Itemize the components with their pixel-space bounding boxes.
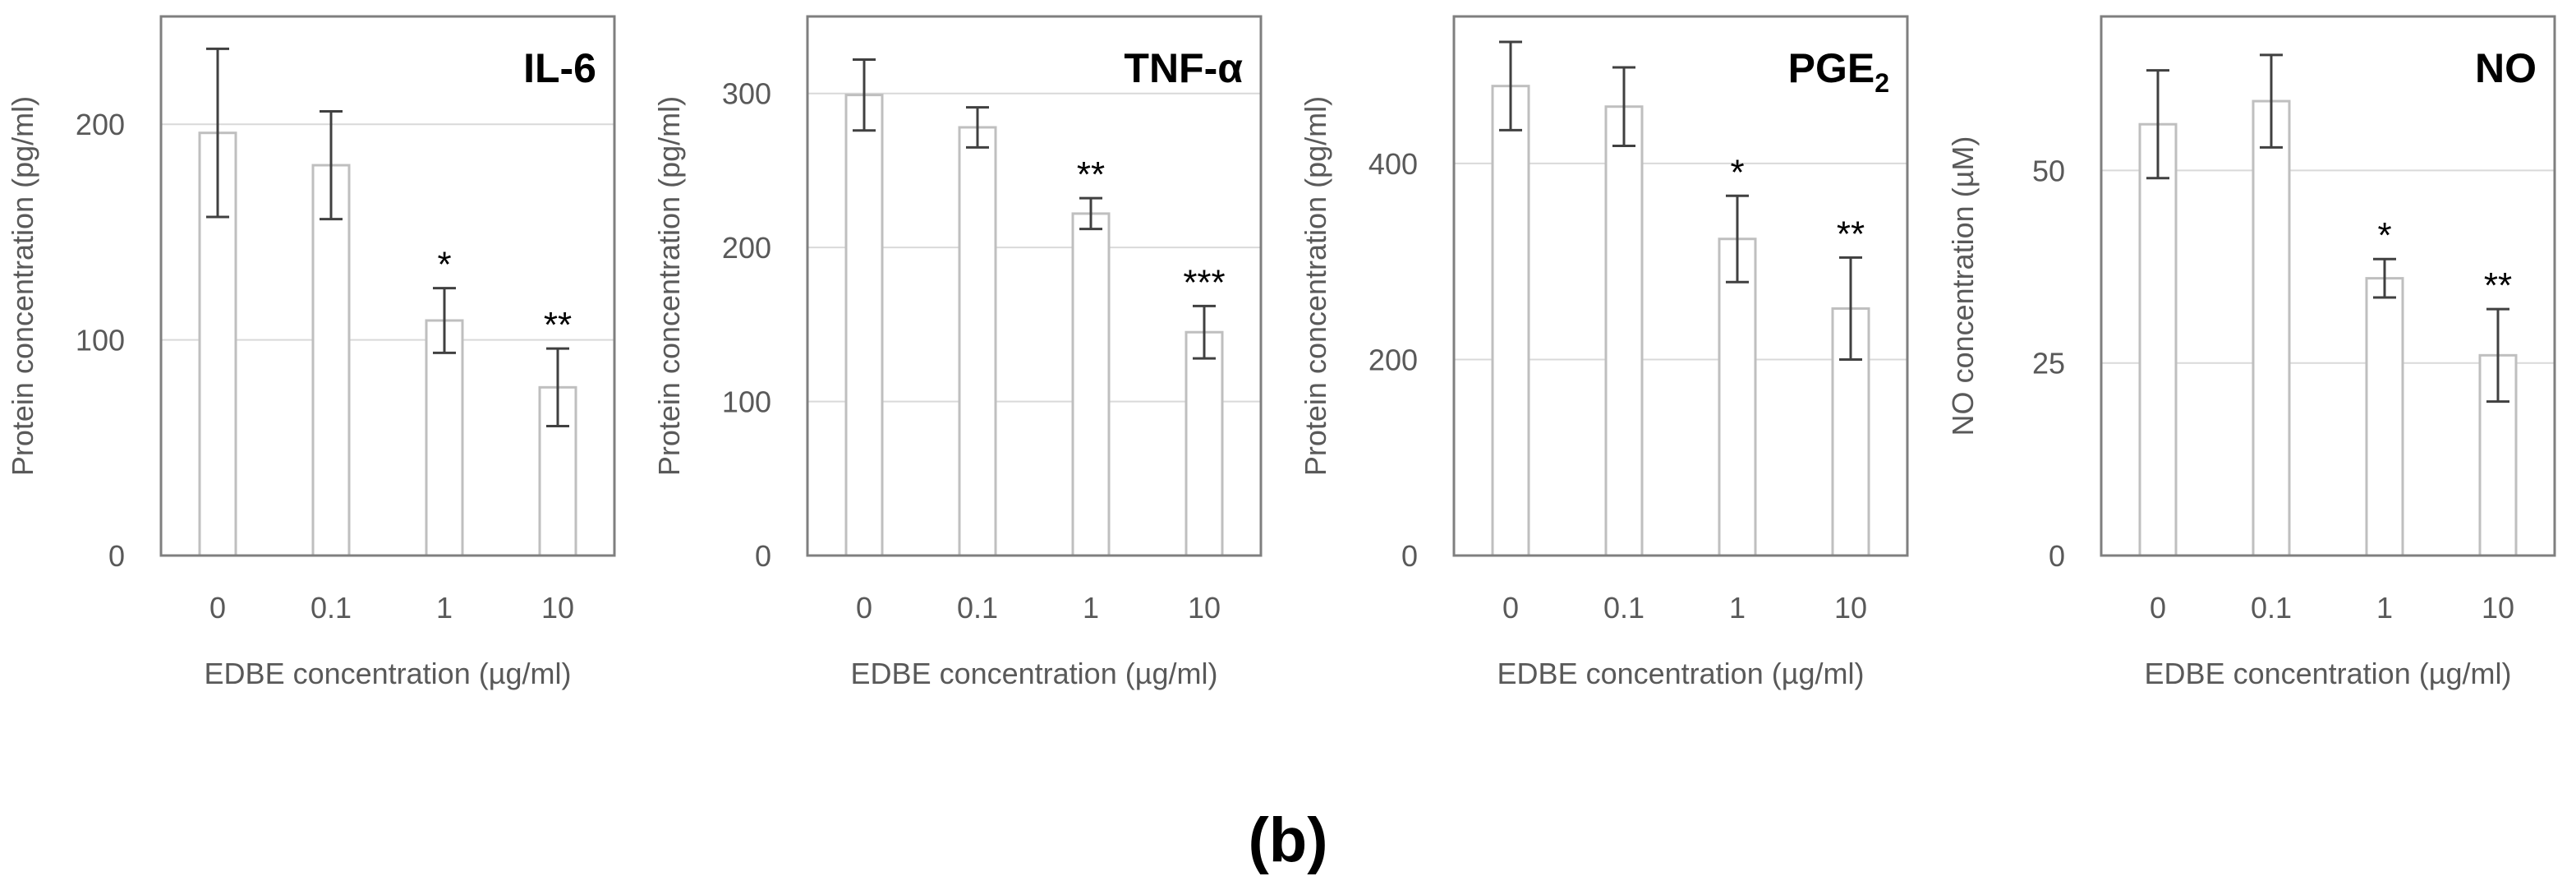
bar (425, 319, 464, 557)
x-axis-label: EDBE concentration (µg/ml) (205, 657, 572, 690)
plot-frame (159, 15, 616, 557)
y-axis-label: NO concentration (µM) (1946, 136, 1980, 436)
chart-panel-1: 0 100 200 0 0.1 * 1 ** 10 IL-6 EDBE concentration … (6, 15, 616, 690)
y-tick-label: 50 (2032, 154, 2065, 187)
figure-caption: (b) (1248, 805, 1328, 875)
bar (311, 164, 351, 557)
x-tick-label: 1 (436, 591, 453, 625)
y-axis-label: Protein concentration (pg/ml) (6, 96, 39, 476)
bar (1604, 105, 1644, 557)
significance-marker: ** (544, 305, 572, 345)
bar (958, 126, 997, 557)
bar (1071, 212, 1111, 557)
x-tick-label: 1 (1083, 591, 1099, 625)
x-tick-label: 0 (2150, 591, 2166, 625)
panel-title: TNF-α (1124, 45, 1243, 91)
bar (1718, 237, 1757, 557)
bar (1491, 85, 1530, 557)
significance-marker: ** (2484, 265, 2512, 306)
x-tick-label: 0 (209, 591, 226, 625)
x-axis-label: EDBE concentration (µg/ml) (851, 657, 1218, 690)
x-tick-label: 0 (1502, 591, 1519, 625)
chart-panel-4: 0 25 50 0 0.1 * 1 ** 10 NO EDBE concentration (µg/… (1946, 15, 2556, 690)
x-tick-label: 0.1 (310, 591, 352, 625)
x-tick-label: 0.1 (1603, 591, 1644, 625)
panel-title: PGE2 (1788, 45, 1889, 98)
panel-title: NO (2475, 45, 2537, 91)
plot-frame (806, 15, 1263, 557)
y-tick-label: 0 (1401, 539, 1418, 573)
y-axis-label: Protein concentration (pg/ml) (1299, 96, 1332, 476)
x-tick-label: 10 (541, 591, 574, 625)
y-tick-label: 0 (755, 539, 771, 573)
y-tick-label: 0 (108, 539, 125, 573)
significance-marker: * (1730, 152, 1744, 192)
x-axis-label: EDBE concentration (µg/ml) (2145, 657, 2512, 690)
y-tick-label: 0 (2049, 539, 2065, 573)
significance-marker: * (2377, 215, 2391, 256)
y-tick-label: 200 (1368, 343, 1418, 376)
y-tick-label: 25 (2032, 347, 2065, 380)
significance-marker: * (437, 245, 451, 285)
y-tick-label: 100 (76, 324, 125, 357)
y-tick-label: 200 (722, 231, 771, 265)
y-tick-label: 300 (722, 77, 771, 111)
significance-marker: ** (1837, 214, 1865, 254)
panel-title-subscript: 2 (1874, 68, 1889, 98)
x-axis-label: EDBE concentration (µg/ml) (1497, 657, 1865, 690)
y-tick-label: 200 (76, 108, 125, 141)
x-tick-label: 0 (856, 591, 872, 625)
bar (1184, 330, 1224, 557)
y-tick-label: 100 (722, 385, 771, 419)
bar (844, 94, 884, 557)
x-tick-label: 10 (2482, 591, 2514, 625)
x-tick-label: 1 (1729, 591, 1746, 625)
plot-frame (2100, 15, 2556, 557)
bar (2138, 122, 2178, 557)
x-tick-label: 10 (1834, 591, 1867, 625)
panel-title: IL-6 (523, 45, 596, 91)
chart-panel-2: 0 100 200 300 0 0.1 ** 1 *** 10 TNF-α EDBE concentr… (652, 15, 1263, 690)
plot-frame (1452, 15, 1909, 557)
chart-panel-3: 0 200 400 0 0.1 * 1 ** 10 PGE2 EDBE concentration … (1299, 15, 1909, 690)
significance-marker: *** (1183, 262, 1225, 302)
y-tick-label: 400 (1368, 147, 1418, 181)
y-axis-label: Protein concentration (pg/ml) (652, 96, 686, 476)
x-tick-label: 1 (2376, 591, 2393, 625)
x-tick-label: 10 (1188, 591, 1221, 625)
bar (2365, 277, 2404, 557)
x-tick-label: 0.1 (957, 591, 998, 625)
x-tick-label: 0.1 (2251, 591, 2292, 625)
significance-marker: ** (1077, 154, 1105, 195)
bar (2252, 99, 2291, 557)
